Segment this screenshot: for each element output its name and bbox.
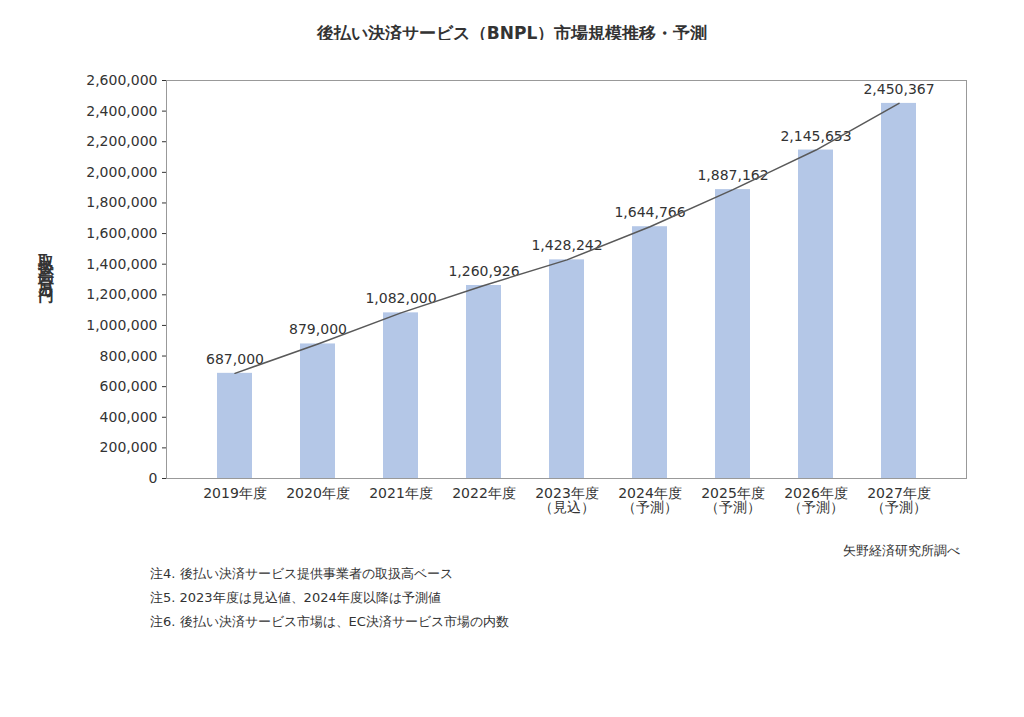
svg-text:0: 0 (149, 470, 158, 486)
svg-text:2022年度: 2022年度 (452, 485, 516, 501)
svg-text:2027年度（予測）: 2027年度（予測） (867, 485, 931, 515)
html-text:注5. 2023年度は見込値、2024年度以降は予測値: 注5. 2023年度は見込値、2024年度以降は予測値 (150, 590, 441, 605)
svg-text:2019年度: 2019年度 (203, 485, 267, 501)
svg-text:1,887,162: 1,887,162 (697, 167, 768, 183)
svg-text:2021年度: 2021年度 (369, 485, 433, 501)
svg-text:2,000,000: 2,000,000 (86, 164, 157, 180)
svg-text:1,000,000: 1,000,000 (86, 317, 157, 333)
svg-text:1,800,000: 1,800,000 (86, 194, 157, 210)
html-text:注4. 後払い決済サービス提供事業者の取扱高ベース: 注4. 後払い決済サービス提供事業者の取扱高ベース (150, 566, 453, 581)
svg-text:800,000: 800,000 (100, 348, 158, 364)
svg-text:1,260,926: 1,260,926 (448, 263, 519, 279)
html-text:取扱高（百万円）: 取扱高（百万円） (37, 240, 56, 288)
svg-text:2020年度: 2020年度 (286, 485, 350, 501)
svg-text:400,000: 400,000 (100, 409, 158, 425)
html-text:後払い決済サービス（BNPL）市場規模推移・予測: 後払い決済サービス（BNPL）市場規模推移・予測 (316, 23, 708, 43)
svg-text:1,082,000: 1,082,000 (365, 290, 437, 307)
svg-text:879,000: 879,000 (289, 321, 347, 337)
svg-text:2026年度（予測）: 2026年度（予測） (784, 485, 848, 515)
svg-text:2,450,367: 2,450,367 (863, 81, 934, 97)
svg-text:2,145,653: 2,145,653 (780, 127, 852, 144)
svg-text:1,400,000: 1,400,000 (86, 256, 157, 272)
svg-text:687,000: 687,000 (206, 351, 264, 367)
svg-text:2024年度（予測）: 2024年度（予測） (618, 485, 682, 515)
svg-text:2023年度（見込）: 2023年度（見込） (535, 485, 599, 515)
svg-text:200,000: 200,000 (100, 439, 158, 455)
svg-text:2,600,000: 2,600,000 (86, 72, 157, 88)
svg-text:2,200,000: 2,200,000 (86, 133, 157, 149)
html-text:注6. 後払い決済サービス市場は、EC決済サービス市場の内数: 注6. 後払い決済サービス市場は、EC決済サービス市場の内数 (150, 614, 509, 629)
svg-text:1,600,000: 1,600,000 (86, 225, 157, 241)
svg-text:1,200,000: 1,200,000 (86, 286, 157, 302)
svg-text:1,428,242: 1,428,242 (531, 237, 602, 253)
svg-text:2,400,000: 2,400,000 (86, 103, 157, 119)
html-text:矢野経済研究所調べ: 矢野経済研究所調べ (843, 543, 960, 558)
svg-text:600,000: 600,000 (100, 378, 158, 394)
svg-text:1,644,766: 1,644,766 (614, 204, 685, 220)
svg-text:2025年度（予測）: 2025年度（予測） (701, 485, 765, 515)
